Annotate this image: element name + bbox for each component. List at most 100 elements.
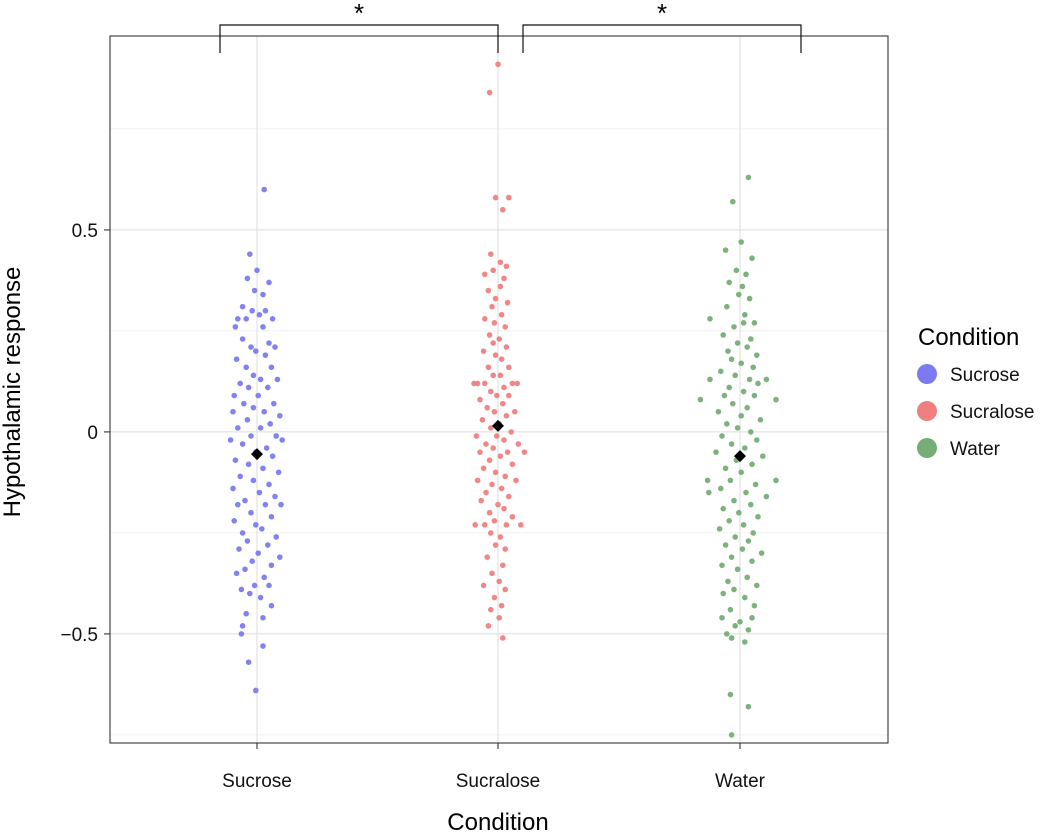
data-point-water [719,562,725,569]
data-point-sucralose [515,441,522,447]
data-point-sucralose [501,384,507,391]
data-point-water [733,267,740,274]
data-point-sucrose [262,501,269,508]
data-point-sucrose [262,352,269,358]
data-point-water [748,429,754,435]
data-point-water [755,380,761,387]
y-tick-label: −0.5 [60,625,98,646]
data-point-water [738,469,744,476]
data-point-sucralose [474,380,481,387]
data-point-sucrose [249,558,255,564]
data-point-water [763,376,770,383]
data-point-water [724,303,730,310]
data-point-sucralose [473,433,480,439]
data-point-sucrose [251,287,258,294]
data-point-sucrose [248,433,254,439]
data-point-sucralose [498,311,505,318]
data-point-water [731,497,737,504]
data-point-sucrose [241,400,247,407]
data-point-sucralose [484,554,491,560]
data-point-sucralose [488,251,494,257]
data-point-sucralose [491,408,498,415]
data-point-sucralose [489,303,495,310]
data-point-sucralose [482,522,488,528]
data-point-sucralose [486,509,493,516]
data-point-sucralose [479,417,486,423]
data-point-sucrose [269,316,276,322]
mean-marker-water [734,450,746,463]
data-point-sucralose [477,396,483,403]
data-point-sucralose [509,380,516,387]
x-tick-label: Sucralose [456,771,541,792]
data-point-sucrose [257,425,264,431]
data-point-sucralose [495,501,501,508]
data-point-water [745,627,752,633]
data-point-sucrose [244,538,251,544]
data-point-sucralose [477,449,483,455]
data-point-water [719,433,725,439]
data-point-water [750,364,756,371]
data-point-sucrose [254,267,260,274]
data-point-sucrose [247,251,253,257]
data-point-water [754,582,760,589]
data-point-sucrose [227,437,234,443]
mean-markers [251,419,746,463]
data-point-sucrose [271,400,277,407]
data-point-sucralose [492,542,499,548]
data-point-water [752,481,759,488]
data-point-sucrose [238,631,245,637]
data-point-sucrose [248,509,254,516]
data-point-sucrose [253,687,259,694]
data-point-sucralose [480,465,487,472]
data-point-water [734,340,741,346]
data-point-water [736,509,742,516]
data-point-sucralose [506,194,512,201]
data-point-water [742,445,748,451]
data-point-sucralose [502,473,509,480]
data-point-sucrose [251,582,258,589]
data-point-sucrose [268,513,275,520]
data-point-water [744,344,750,350]
data-point-water [727,606,734,613]
data-point-sucralose [496,336,503,342]
data-point-water [746,295,753,302]
data-point-sucralose [500,562,506,569]
data-point-sucralose [506,493,512,500]
data-point-sucralose [485,364,492,371]
data-point-water [740,388,747,395]
data-point-water [707,316,713,322]
data-point-sucrose [260,465,266,472]
data-point-sucralose [494,433,500,439]
data-point-water [738,360,744,367]
data-point-sucrose [261,186,268,193]
data-point-sucralose [503,412,510,419]
data-point-sucralose [504,299,511,306]
data-point-water [730,198,736,205]
data-point-sucralose [482,271,488,278]
data-point-sucralose [503,522,510,528]
data-point-sucrose [238,586,245,593]
data-point-water [720,590,726,597]
data-point-sucrose [253,348,259,354]
data-point-sucralose [506,392,512,399]
data-point-sucralose [496,578,503,585]
data-point-water [726,518,732,524]
data-point-water [738,412,744,419]
data-point-sucralose [506,364,512,371]
data-point-sucrose [266,340,272,346]
data-point-sucralose [501,437,507,443]
data-point-sucrose [272,493,278,500]
data-point-water [720,332,726,338]
data-point-water [726,279,732,286]
data-point-water [732,372,738,379]
data-point-sucralose [494,392,500,399]
data-point-water [724,421,730,427]
data-point-sucralose [508,429,514,435]
data-point-water [745,174,752,181]
data-point-sucralose [485,623,492,629]
data-point-sucrose [261,408,268,415]
data-point-sucralose [513,477,519,484]
data-point-water [742,594,748,601]
data-point-sucralose [492,194,499,201]
data-point-water [751,602,758,609]
